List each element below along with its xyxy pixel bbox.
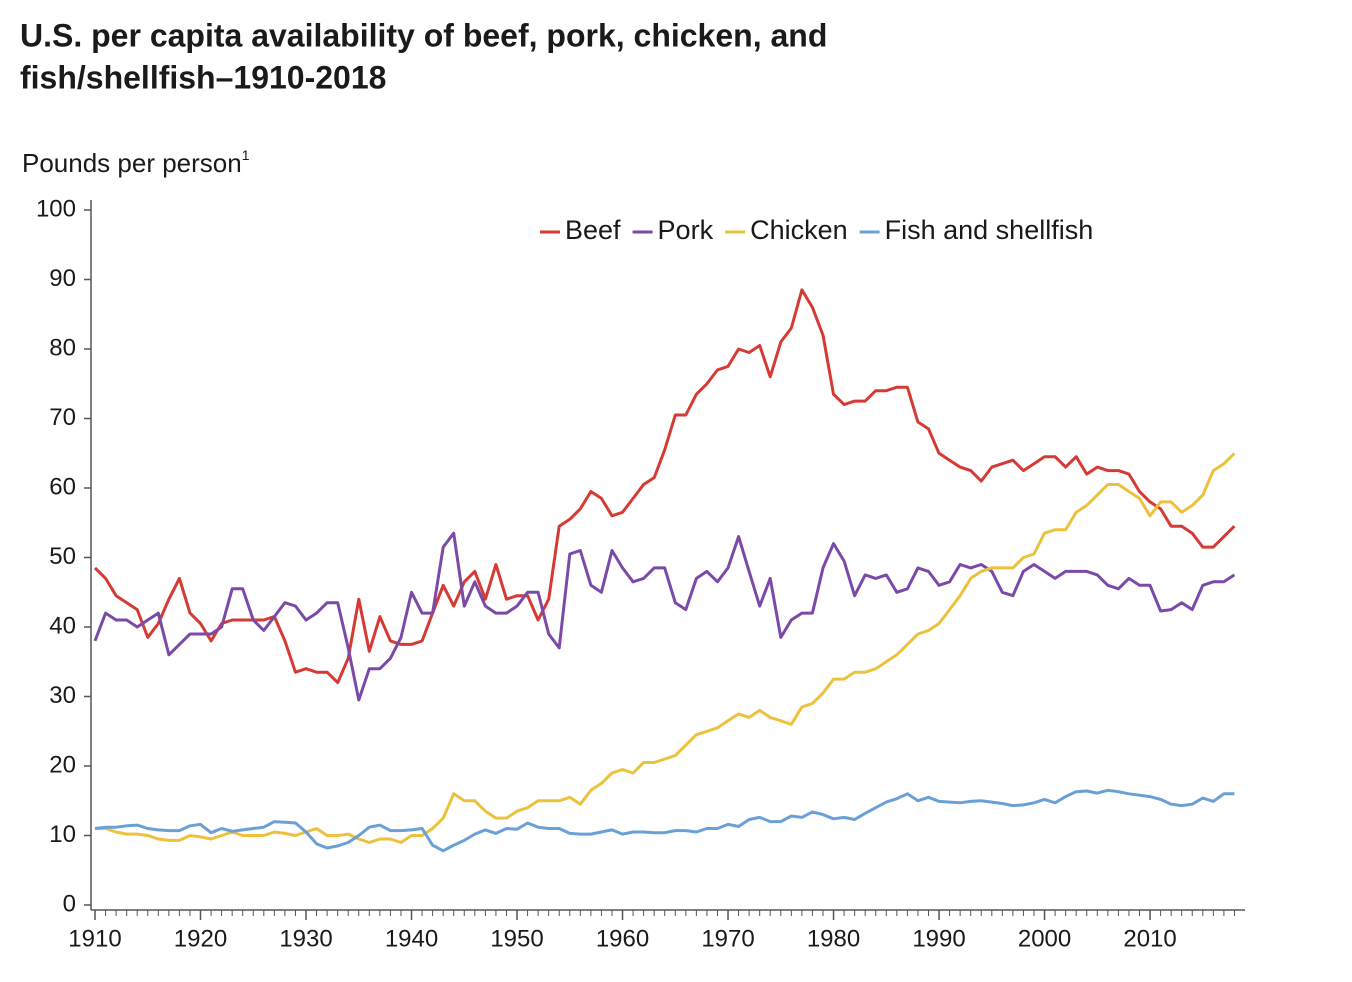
chart-title: U.S. per capita availability of beef, po… bbox=[20, 17, 827, 53]
y-tick-label: 80 bbox=[49, 334, 76, 361]
x-tick-label: 1970 bbox=[701, 925, 754, 952]
legend-label: Fish and shellfish bbox=[885, 215, 1094, 245]
series-line bbox=[94, 788, 1235, 853]
y-tick-label: 100 bbox=[36, 195, 76, 222]
series-line bbox=[93, 531, 1236, 702]
y-axis-label: Pounds per person1 bbox=[22, 147, 250, 178]
legend-label: Beef bbox=[565, 215, 621, 245]
x-tick-label: 1950 bbox=[490, 925, 543, 952]
x-tick-label: 2000 bbox=[1018, 925, 1071, 952]
y-tick-label: 0 bbox=[63, 890, 76, 917]
x-tick-label: 1980 bbox=[807, 925, 860, 952]
x-tick-label: 1960 bbox=[596, 925, 649, 952]
x-tick-label: 1990 bbox=[912, 925, 965, 952]
y-tick-label: 40 bbox=[49, 612, 76, 639]
footnote-marker: 1 bbox=[242, 147, 250, 163]
y-tick-label: 20 bbox=[49, 751, 76, 778]
x-tick-label: 1920 bbox=[174, 925, 227, 952]
x-tick-label: 1910 bbox=[68, 925, 121, 952]
y-axis-label-text: Pounds per person bbox=[22, 148, 242, 178]
x-tick-label: 2010 bbox=[1123, 925, 1176, 952]
y-tick-label: 30 bbox=[49, 682, 76, 709]
y-tick-label: 50 bbox=[49, 543, 76, 570]
y-tick-label: 60 bbox=[49, 473, 76, 500]
y-tick-label: 70 bbox=[49, 404, 76, 431]
chart-title: fish/shellfish–1910-2018 bbox=[20, 59, 386, 95]
series-line bbox=[95, 452, 1236, 844]
legend-label: Pork bbox=[658, 215, 714, 245]
series-line bbox=[93, 288, 1236, 685]
x-tick-label: 1940 bbox=[385, 925, 438, 952]
x-tick-label: 1930 bbox=[279, 925, 332, 952]
y-tick-label: 90 bbox=[49, 265, 76, 292]
legend-label: Chicken bbox=[750, 215, 848, 245]
y-tick-label: 10 bbox=[49, 821, 76, 848]
